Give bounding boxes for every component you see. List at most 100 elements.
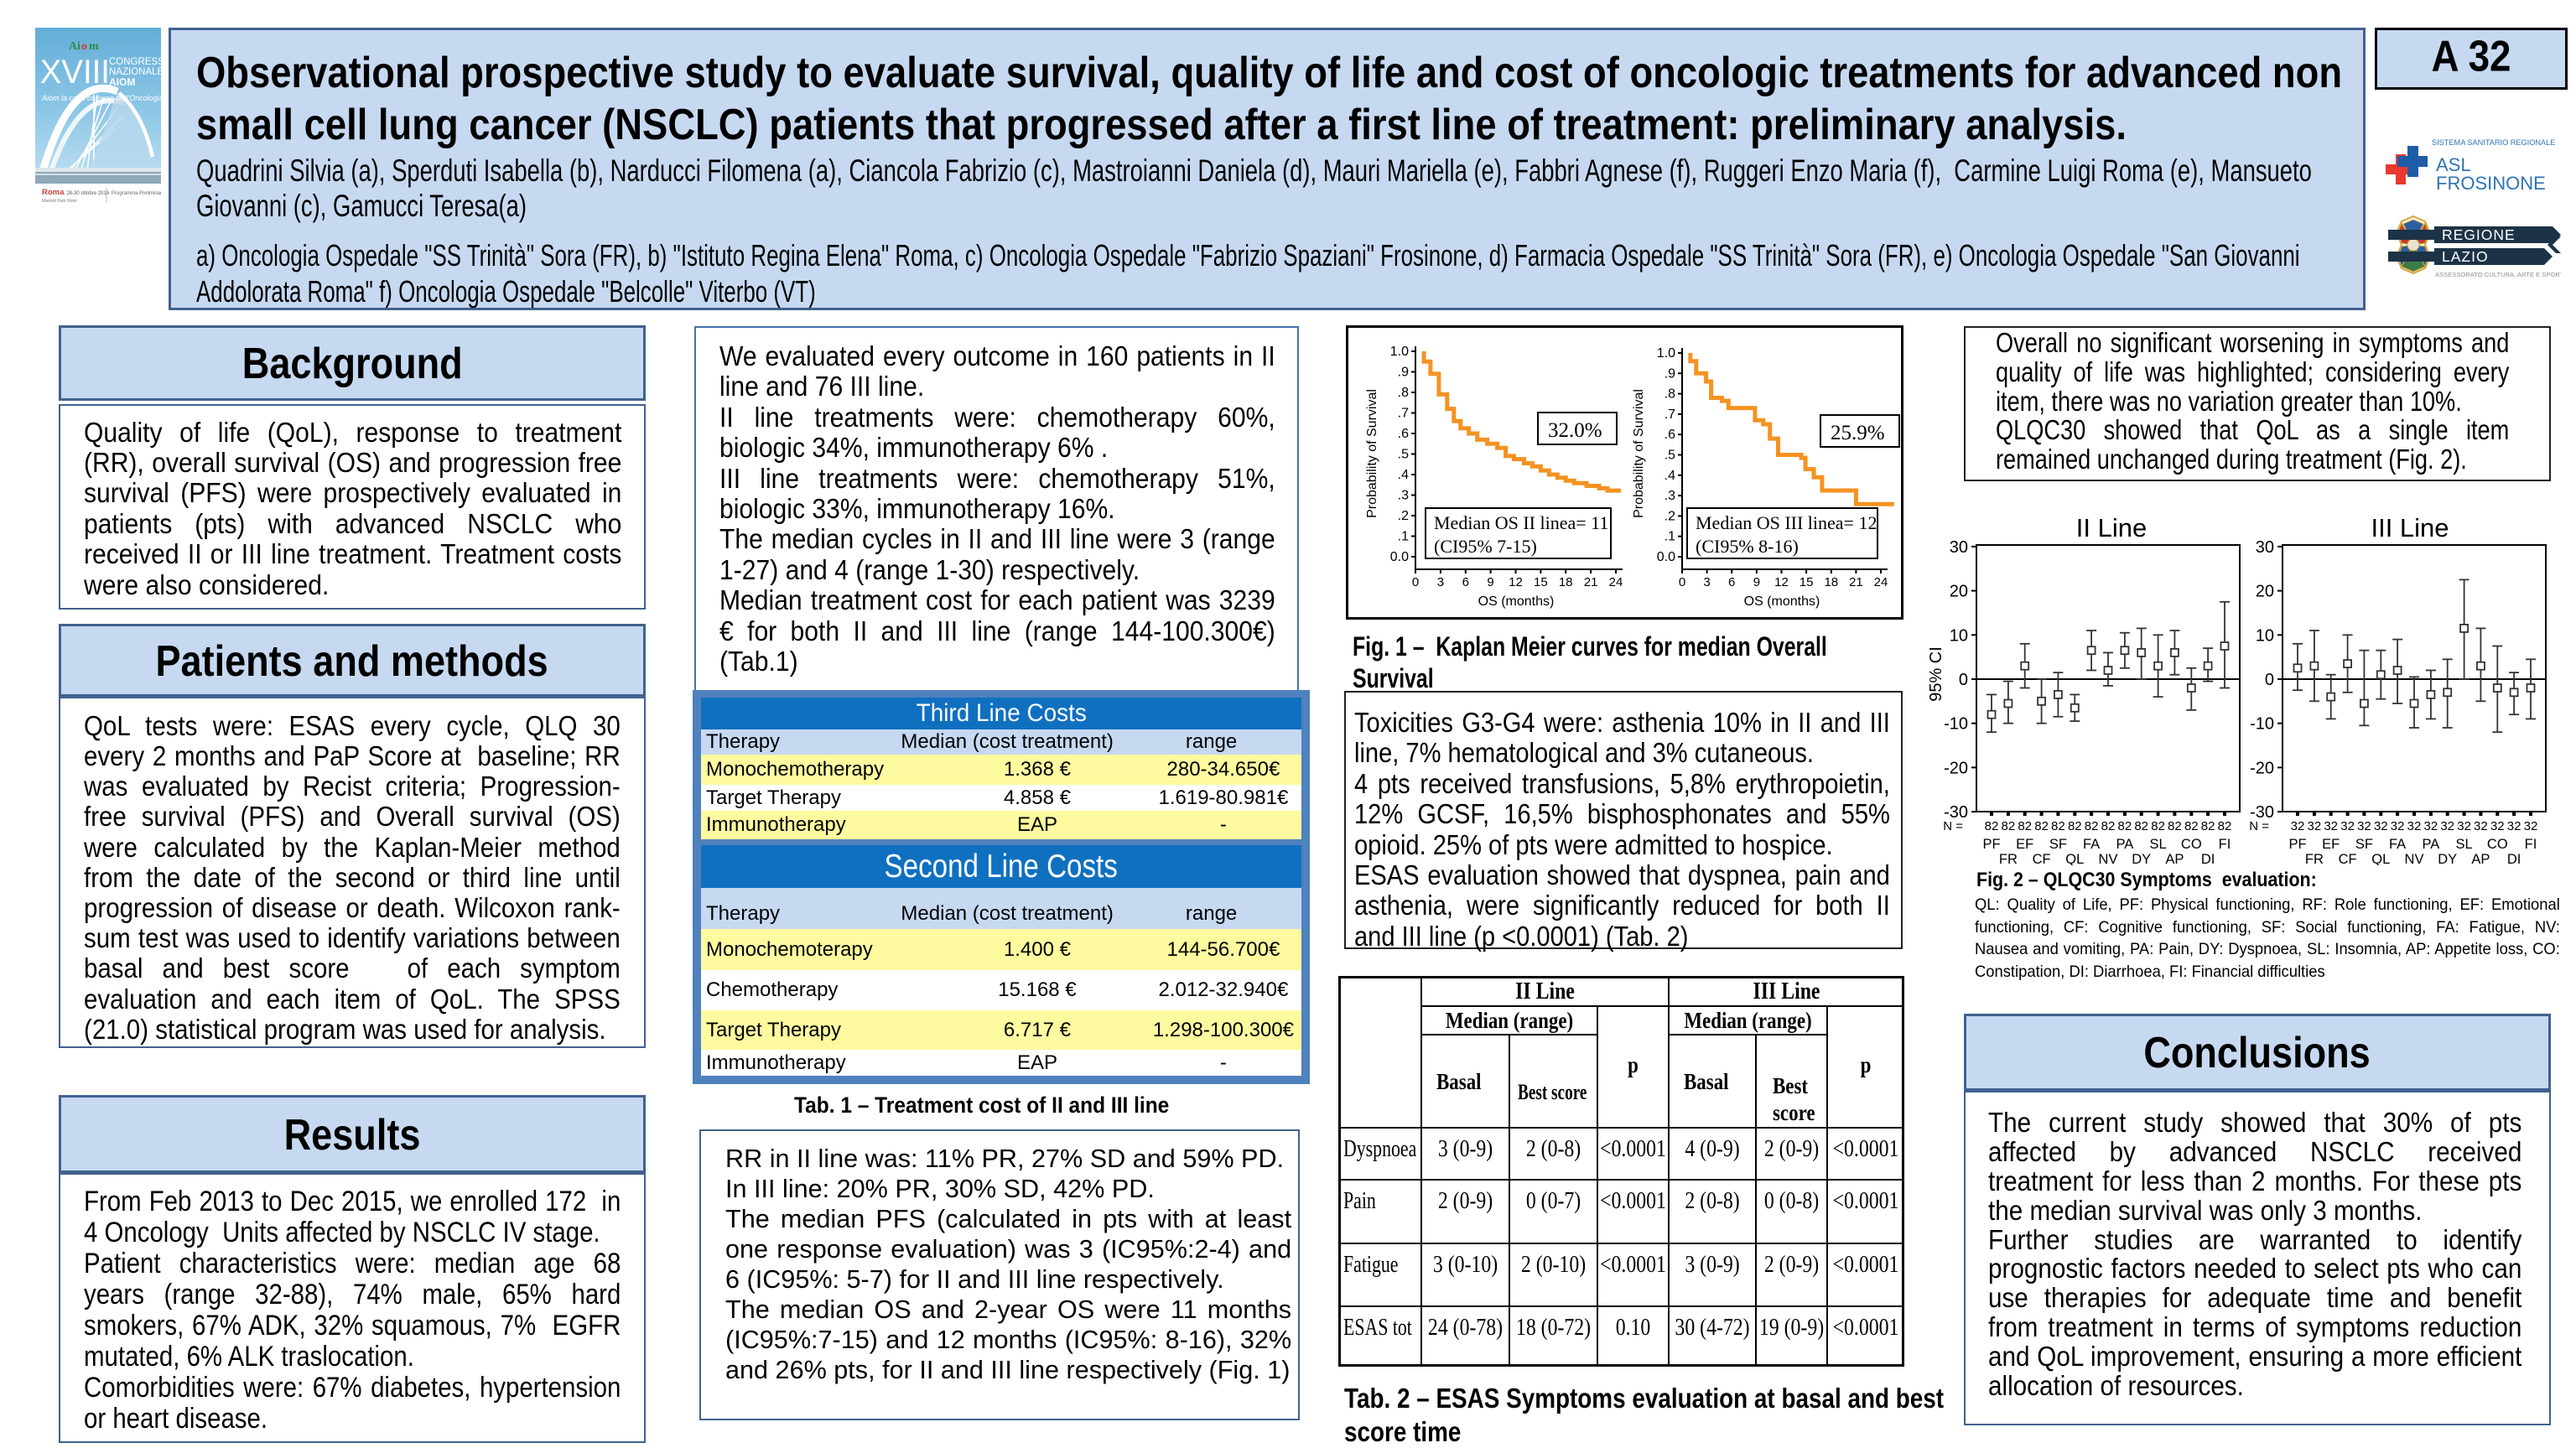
- svg-text:82: 82: [2002, 819, 2016, 833]
- svg-text:<0.0001: <0.0001: [1833, 1314, 1899, 1340]
- svg-text:1.0: 1.0: [1390, 345, 1409, 359]
- svg-text:NV: NV: [2099, 852, 2118, 865]
- svg-text:SL: SL: [2150, 837, 2167, 852]
- svg-text:.1: .1: [1665, 530, 1675, 544]
- svg-text:N =: N =: [1943, 819, 1963, 833]
- svg-text:82: 82: [2168, 819, 2182, 833]
- svg-text:21: 21: [1849, 575, 1863, 589]
- svg-text:.9: .9: [1398, 366, 1409, 380]
- svg-text:.5: .5: [1398, 448, 1409, 462]
- svg-text:6: 6: [1462, 575, 1469, 589]
- svg-text:Probability of Survival: Probability of Survival: [1365, 389, 1379, 518]
- svg-text:.8: .8: [1665, 387, 1675, 402]
- svg-text:FR: FR: [2305, 852, 2324, 865]
- svg-text:82: 82: [2201, 819, 2215, 833]
- svg-text:FA: FA: [2389, 837, 2406, 852]
- svg-text:.6: .6: [1665, 428, 1675, 442]
- svg-text:-10: -10: [1944, 715, 1968, 734]
- svg-text:PA: PA: [2116, 837, 2134, 852]
- svg-text:FI: FI: [2219, 837, 2231, 852]
- svg-text:CO: CO: [2487, 837, 2508, 852]
- svg-text:95% CI: 95% CI: [1929, 646, 1945, 702]
- svg-text:.4: .4: [1398, 468, 1409, 482]
- svg-text:82: 82: [2051, 819, 2065, 833]
- svg-text:(CI95% 8-16): (CI95% 8-16): [1696, 536, 1799, 557]
- svg-text:SL: SL: [2456, 837, 2473, 852]
- svg-text:32: 32: [2457, 819, 2471, 833]
- svg-text:<0.0001: <0.0001: [1600, 1187, 1666, 1213]
- svg-text:Best: Best: [1773, 1074, 1809, 1098]
- svg-text:.7: .7: [1398, 407, 1409, 421]
- svg-text:.5: .5: [1665, 449, 1675, 463]
- svg-text:32: 32: [2524, 819, 2538, 833]
- svg-text:0.0: 0.0: [1390, 550, 1409, 564]
- svg-text:REGIONE: REGIONE: [2442, 226, 2516, 243]
- svg-text:-30: -30: [1944, 803, 1968, 822]
- svg-text:82: 82: [2151, 819, 2165, 833]
- svg-text:Fatigue: Fatigue: [1343, 1253, 1398, 1278]
- svg-text:PA: PA: [2423, 837, 2440, 852]
- svg-text:32: 32: [2407, 819, 2422, 833]
- svg-text:.2: .2: [1665, 509, 1675, 523]
- svg-text:24 (0-78): 24 (0-78): [1428, 1314, 1503, 1340]
- svg-text:-20: -20: [2250, 759, 2274, 777]
- svg-text:82: 82: [2184, 819, 2199, 833]
- svg-text:-10: -10: [2250, 715, 2274, 734]
- svg-text:<0.0001: <0.0001: [1600, 1251, 1666, 1277]
- svg-text:CONGRESSO: CONGRESSO: [109, 57, 161, 67]
- svg-text:.9: .9: [1665, 366, 1675, 381]
- svg-text:Best score: Best score: [1518, 1080, 1587, 1103]
- svg-text:0.10: 0.10: [1616, 1314, 1651, 1340]
- svg-text:18 (0-72): 18 (0-72): [1516, 1314, 1591, 1340]
- svg-text:19 (0-9): 19 (0-9): [1759, 1314, 1824, 1340]
- svg-text:10: 10: [2256, 626, 2274, 645]
- svg-text:21: 21: [1584, 575, 1598, 589]
- svg-text:Basal: Basal: [1436, 1070, 1482, 1094]
- svg-text:XVIII: XVIII: [40, 54, 110, 91]
- svg-text:82: 82: [2218, 819, 2232, 833]
- svg-text:32: 32: [2308, 819, 2322, 833]
- svg-text:score: score: [1773, 1101, 1815, 1125]
- svg-text:82: 82: [2134, 819, 2148, 833]
- svg-text:-20: -20: [1944, 759, 1968, 777]
- svg-text:0 (0-8): 0 (0-8): [1764, 1187, 1819, 1213]
- svg-text:.4: .4: [1665, 469, 1675, 483]
- svg-text:3 (0-9): 3 (0-9): [1438, 1135, 1493, 1161]
- svg-text:2 (0-8): 2 (0-8): [1526, 1135, 1581, 1161]
- svg-text:ASSESSORATO CULTURA, ARTE E SP: ASSESSORATO CULTURA, ARTE E SPORT: [2435, 271, 2561, 278]
- svg-text:OS (months): OS (months): [1744, 594, 1820, 609]
- svg-text:32: 32: [2291, 819, 2305, 833]
- svg-text:PF: PF: [2288, 837, 2306, 852]
- svg-text:32: 32: [2391, 819, 2405, 833]
- svg-text:3 (0-10): 3 (0-10): [1433, 1251, 1498, 1277]
- svg-text:24: 24: [1609, 575, 1623, 589]
- svg-text:32: 32: [2474, 819, 2488, 833]
- svg-text:.1: .1: [1398, 530, 1409, 544]
- svg-text:32.0%: 32.0%: [1548, 419, 1602, 442]
- svg-text:II Line: II Line: [2076, 513, 2147, 542]
- svg-text:.7: .7: [1665, 407, 1675, 422]
- svg-text:Basal: Basal: [1684, 1070, 1729, 1094]
- svg-text:.8: .8: [1398, 386, 1409, 400]
- svg-text:QL: QL: [2371, 852, 2390, 865]
- svg-text:FA: FA: [2083, 837, 2100, 852]
- svg-text:NAZIONALE: NAZIONALE: [109, 67, 161, 77]
- svg-text:15: 15: [1800, 575, 1814, 589]
- svg-text:30 (4-72): 30 (4-72): [1675, 1314, 1749, 1340]
- svg-text:32: 32: [2374, 819, 2388, 833]
- svg-text:32: 32: [2507, 819, 2521, 833]
- svg-text:o: o: [81, 40, 87, 53]
- svg-text:FI: FI: [2525, 837, 2537, 852]
- svg-text:ASL: ASL: [2436, 154, 2471, 175]
- svg-text:0: 0: [1959, 671, 1968, 689]
- svg-text:0 (0-7): 0 (0-7): [1526, 1187, 1581, 1213]
- svg-text:FR: FR: [1999, 852, 2018, 865]
- svg-text:15: 15: [1534, 575, 1548, 589]
- svg-text:32: 32: [2424, 819, 2438, 833]
- svg-text:SF: SF: [2049, 837, 2067, 852]
- svg-text:0: 0: [1679, 575, 1685, 589]
- svg-text:0: 0: [1412, 575, 1419, 589]
- svg-text:24: 24: [1874, 575, 1888, 589]
- svg-text:32: 32: [2490, 819, 2505, 833]
- svg-text:EF: EF: [2016, 837, 2033, 852]
